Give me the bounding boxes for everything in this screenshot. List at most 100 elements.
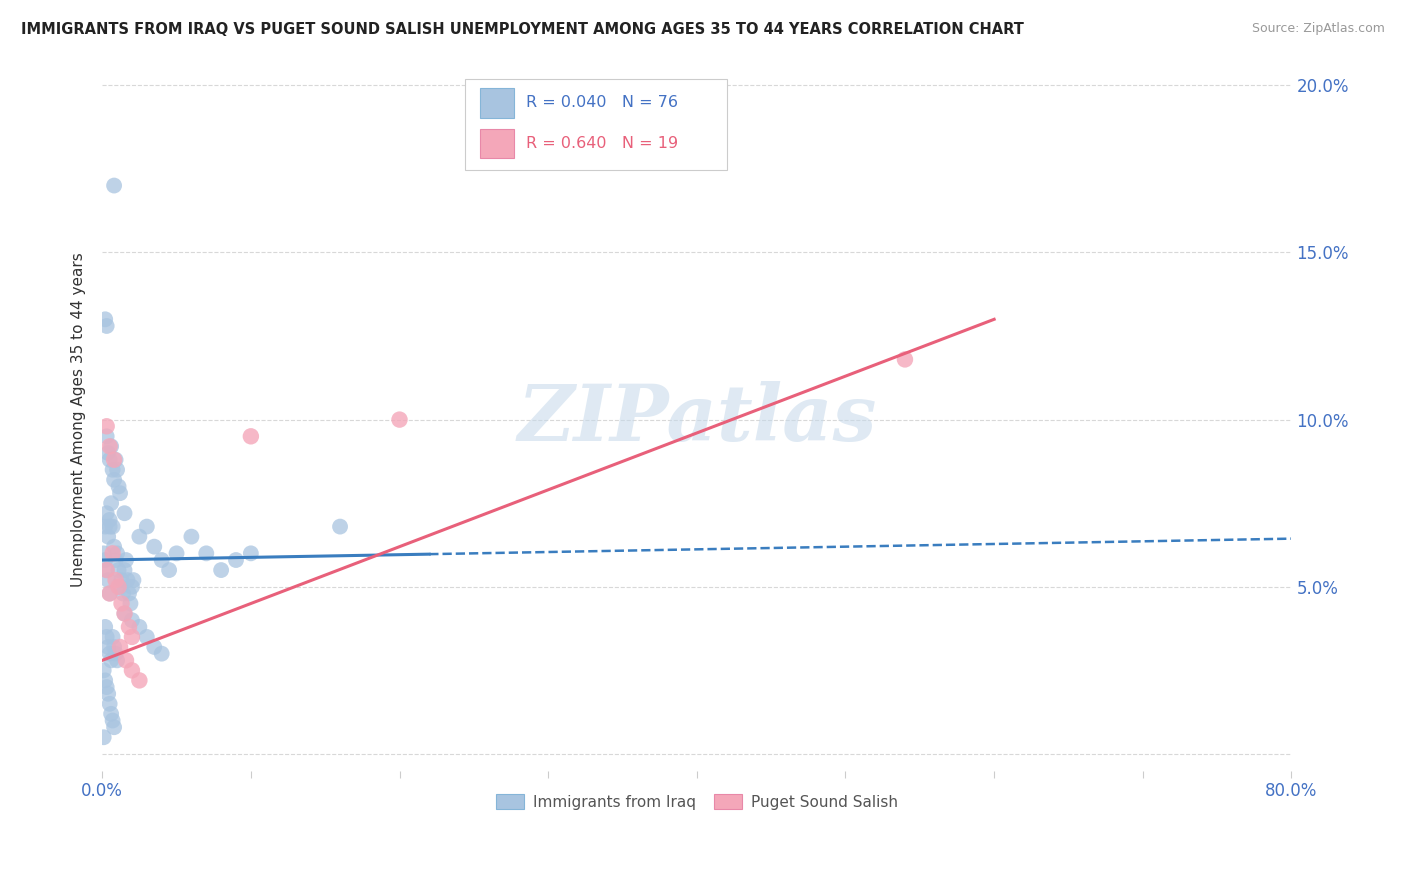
Text: Source: ZipAtlas.com: Source: ZipAtlas.com bbox=[1251, 22, 1385, 36]
Point bbox=[93, 664, 115, 678]
Point bbox=[103, 178, 125, 193]
Point bbox=[103, 640, 125, 654]
Point bbox=[111, 586, 134, 600]
Point bbox=[143, 540, 166, 554]
Point bbox=[94, 620, 117, 634]
Point bbox=[96, 419, 118, 434]
Point bbox=[121, 580, 143, 594]
Point bbox=[121, 664, 143, 678]
Point bbox=[97, 530, 120, 544]
Point bbox=[94, 519, 117, 533]
Point bbox=[115, 653, 138, 667]
Text: ZIPatlas: ZIPatlas bbox=[517, 382, 876, 458]
Point bbox=[122, 573, 145, 587]
Point bbox=[96, 506, 118, 520]
Point bbox=[157, 563, 180, 577]
Point bbox=[98, 697, 121, 711]
Point bbox=[121, 613, 143, 627]
FancyBboxPatch shape bbox=[465, 79, 727, 170]
Point bbox=[96, 680, 118, 694]
Point bbox=[180, 530, 202, 544]
Point bbox=[98, 513, 121, 527]
Point bbox=[98, 647, 121, 661]
Point bbox=[143, 640, 166, 654]
Text: R = 0.640   N = 19: R = 0.640 N = 19 bbox=[526, 136, 678, 151]
Point bbox=[150, 553, 173, 567]
Point bbox=[96, 318, 118, 333]
Point bbox=[97, 446, 120, 460]
Point bbox=[114, 607, 136, 621]
Point bbox=[135, 519, 157, 533]
Point bbox=[94, 673, 117, 688]
Point bbox=[166, 546, 188, 560]
Point bbox=[115, 553, 138, 567]
Point bbox=[121, 630, 143, 644]
Point bbox=[150, 647, 173, 661]
Point bbox=[209, 563, 232, 577]
Point bbox=[239, 546, 262, 560]
Point bbox=[96, 563, 118, 577]
Point bbox=[93, 731, 115, 745]
Point bbox=[108, 640, 131, 654]
Point bbox=[118, 586, 141, 600]
FancyBboxPatch shape bbox=[481, 129, 513, 159]
Point bbox=[94, 553, 117, 567]
Point bbox=[98, 586, 121, 600]
Point bbox=[103, 540, 125, 554]
Point bbox=[120, 597, 142, 611]
Point bbox=[195, 546, 218, 560]
Point bbox=[225, 553, 247, 567]
Point bbox=[128, 673, 150, 688]
Point bbox=[118, 620, 141, 634]
Point bbox=[388, 412, 411, 426]
Point bbox=[97, 640, 120, 654]
Point bbox=[97, 687, 120, 701]
Point bbox=[96, 630, 118, 644]
Point bbox=[101, 546, 124, 560]
Point bbox=[101, 519, 124, 533]
Text: IMMIGRANTS FROM IRAQ VS PUGET SOUND SALISH UNEMPLOYMENT AMONG AGES 35 TO 44 YEAR: IMMIGRANTS FROM IRAQ VS PUGET SOUND SALI… bbox=[21, 22, 1024, 37]
Point bbox=[103, 720, 125, 734]
Point bbox=[128, 620, 150, 634]
Point bbox=[98, 586, 121, 600]
Text: R = 0.040   N = 76: R = 0.040 N = 76 bbox=[526, 95, 678, 111]
Point bbox=[101, 630, 124, 644]
Point bbox=[110, 597, 132, 611]
Point bbox=[108, 580, 131, 594]
Point bbox=[114, 563, 136, 577]
Point bbox=[107, 479, 129, 493]
Point bbox=[107, 563, 129, 577]
Point bbox=[894, 352, 917, 367]
Point bbox=[100, 439, 122, 453]
Point bbox=[97, 573, 120, 587]
Point bbox=[239, 429, 262, 443]
Point bbox=[96, 429, 118, 443]
Point bbox=[117, 573, 139, 587]
Point bbox=[329, 519, 352, 533]
Point bbox=[103, 473, 125, 487]
Y-axis label: Unemployment Among Ages 35 to 44 years: Unemployment Among Ages 35 to 44 years bbox=[72, 252, 86, 587]
Point bbox=[135, 630, 157, 644]
Point bbox=[98, 519, 121, 533]
Point bbox=[98, 439, 121, 453]
Point bbox=[103, 452, 125, 467]
Point bbox=[104, 553, 127, 567]
Point bbox=[98, 452, 121, 467]
Point bbox=[104, 647, 127, 661]
FancyBboxPatch shape bbox=[481, 88, 513, 118]
Point bbox=[104, 452, 127, 467]
Point bbox=[100, 496, 122, 510]
Point bbox=[108, 486, 131, 500]
Point bbox=[96, 563, 118, 577]
Point bbox=[114, 506, 136, 520]
Point bbox=[105, 463, 128, 477]
Point bbox=[100, 706, 122, 721]
Point bbox=[94, 312, 117, 326]
Point bbox=[114, 607, 136, 621]
Point bbox=[128, 530, 150, 544]
Point bbox=[93, 546, 115, 560]
Point bbox=[110, 573, 132, 587]
Point bbox=[101, 463, 124, 477]
Legend: Immigrants from Iraq, Puget Sound Salish: Immigrants from Iraq, Puget Sound Salish bbox=[489, 788, 904, 815]
Point bbox=[105, 546, 128, 560]
